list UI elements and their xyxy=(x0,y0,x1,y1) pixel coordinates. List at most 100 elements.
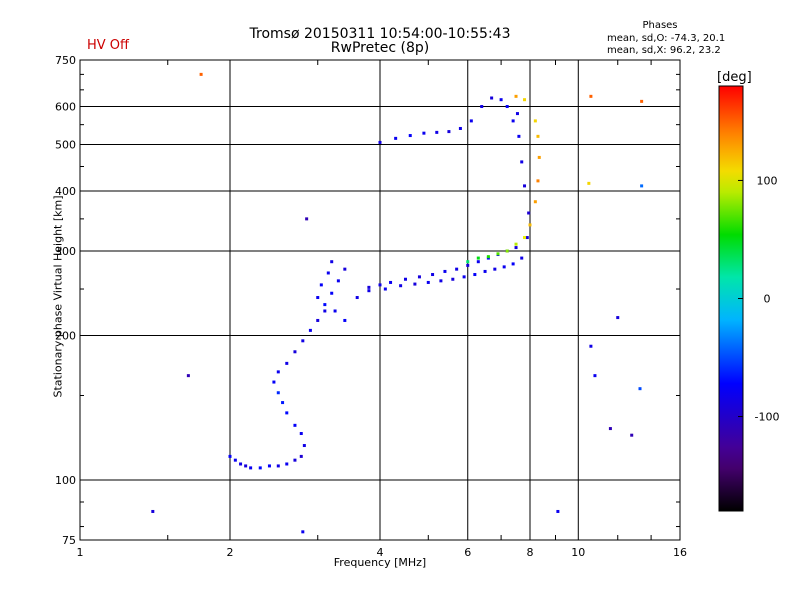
data-point xyxy=(228,454,232,458)
colorbar-tick-label: 100 xyxy=(757,174,778,187)
data-point xyxy=(533,200,537,204)
data-point xyxy=(417,275,421,279)
y-tick-label: 300 xyxy=(55,245,76,258)
data-point xyxy=(455,267,459,271)
y-tick-label: 600 xyxy=(55,101,76,114)
colorbar-tick-label: -100 xyxy=(755,411,780,424)
data-point xyxy=(276,370,280,374)
phases-heading: Phases xyxy=(642,20,678,31)
data-point xyxy=(523,98,527,102)
data-point xyxy=(293,423,297,427)
data-point xyxy=(462,275,466,279)
data-point xyxy=(333,309,337,313)
data-point xyxy=(151,509,155,513)
data-point xyxy=(330,291,334,295)
data-point xyxy=(587,181,591,185)
x-tick-label: 8 xyxy=(527,546,534,559)
y-tick-label: 200 xyxy=(55,330,76,343)
data-point xyxy=(520,160,524,164)
plot-layer: 1 2 4 6 8 10 16 75 100 200 300 400 500 600 750 xyxy=(55,54,687,559)
data-point xyxy=(299,432,303,436)
data-point xyxy=(285,361,289,365)
data-point xyxy=(439,279,443,283)
data-point xyxy=(496,252,500,256)
data-point xyxy=(505,249,509,253)
data-point xyxy=(589,344,593,348)
data-point xyxy=(523,236,527,240)
data-point xyxy=(483,269,487,273)
data-point xyxy=(537,155,541,159)
data-point xyxy=(378,283,382,287)
chart-title: Tromsø 20150311 10:54:00-10:55:43 xyxy=(249,26,511,42)
data-point xyxy=(511,119,515,123)
x-tick-label: 1 xyxy=(77,546,84,559)
data-point xyxy=(514,242,518,246)
data-point xyxy=(473,273,477,277)
data-point xyxy=(394,136,398,140)
data-point xyxy=(525,236,529,240)
plot-frame xyxy=(79,59,681,541)
data-point xyxy=(305,217,309,221)
data-point xyxy=(523,184,527,188)
data-point xyxy=(493,267,497,271)
data-point xyxy=(367,289,371,293)
data-point xyxy=(515,112,519,116)
data-point xyxy=(343,318,347,322)
data-point xyxy=(451,277,455,281)
data-point xyxy=(527,211,531,215)
data-point xyxy=(316,296,320,300)
data-point xyxy=(330,260,334,264)
data-point xyxy=(293,350,297,354)
data-point xyxy=(343,267,347,271)
data-point xyxy=(480,105,484,109)
data-point xyxy=(514,246,518,250)
x-tick-label: 6 xyxy=(464,546,471,559)
data-point xyxy=(536,134,540,138)
data-point xyxy=(267,464,271,468)
data-point xyxy=(517,134,521,138)
x-tick-label: 10 xyxy=(571,546,585,559)
data-point xyxy=(403,277,407,281)
y-tick-label: 100 xyxy=(55,474,76,487)
data-point xyxy=(476,260,480,264)
data-point xyxy=(336,279,340,283)
data-point xyxy=(408,134,412,138)
data-point xyxy=(301,530,305,534)
data-point xyxy=(272,380,276,384)
y-axis-label: Stationary phase Virtual Height [km] xyxy=(51,195,65,398)
data-point xyxy=(276,391,280,395)
data-point xyxy=(233,458,237,462)
data-point xyxy=(630,433,634,437)
data-point xyxy=(285,411,289,415)
data-point xyxy=(589,94,593,98)
data-point xyxy=(426,280,430,284)
data-point xyxy=(499,98,503,102)
data-point xyxy=(435,130,439,134)
data-point xyxy=(323,309,327,313)
phase-stats-x: mean, sd,X: 96.2, 23.2 xyxy=(607,45,721,56)
y-tick-label: 75 xyxy=(62,534,76,547)
data-point xyxy=(533,119,537,123)
data-point xyxy=(316,318,320,322)
colorbar-label: [deg] xyxy=(717,70,752,85)
data-point xyxy=(638,387,642,391)
data-point xyxy=(640,184,644,188)
data-point xyxy=(301,339,305,343)
data-point xyxy=(640,99,644,103)
chart-subtitle: RwPretec (8p) xyxy=(330,40,430,56)
data-point xyxy=(486,255,490,259)
data-point xyxy=(593,374,597,378)
data-point xyxy=(299,454,303,458)
data-point xyxy=(355,296,359,300)
data-point xyxy=(422,131,426,135)
hv-status-label: HV Off xyxy=(87,38,129,53)
x-axis-label: Frequency [MHz] xyxy=(333,556,427,569)
data-point xyxy=(383,287,387,291)
y-tick-label: 750 xyxy=(55,54,76,67)
data-point xyxy=(199,72,203,76)
data-point xyxy=(367,285,371,289)
colorbar-tick-label: 0 xyxy=(764,293,771,306)
data-point xyxy=(276,464,280,468)
data-point xyxy=(458,126,462,130)
y-tick-label: 500 xyxy=(55,139,76,152)
